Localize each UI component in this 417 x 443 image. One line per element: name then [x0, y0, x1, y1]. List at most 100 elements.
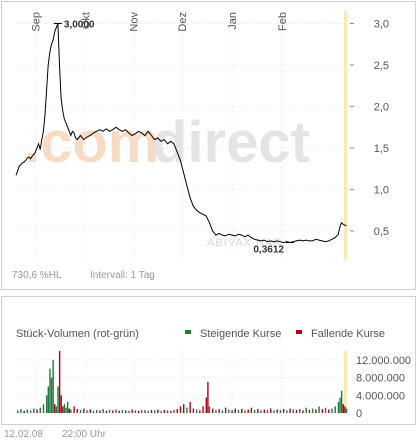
volume-bar — [224, 407, 227, 413]
price-x-tick-label: Feb — [277, 12, 289, 31]
volume-bar — [49, 368, 51, 413]
volume-bar — [270, 408, 272, 413]
volume-bar — [39, 407, 41, 413]
volume-bar — [105, 410, 108, 413]
volume-bar — [150, 409, 153, 413]
volume-bar — [166, 410, 169, 413]
volume-bar — [73, 406, 75, 413]
volume-bar — [92, 410, 95, 413]
volume-bar — [260, 410, 262, 413]
volume-bar — [47, 386, 50, 413]
volume-bar — [212, 408, 214, 413]
volume-bar — [339, 397, 341, 413]
volume-bar — [302, 410, 304, 413]
watermark-brand-right: direct — [152, 110, 310, 175]
volume-bar — [250, 407, 253, 413]
volume-bar — [141, 409, 143, 413]
volume-y-axis: 12.000.000 8.000.000 4.000.000 0 — [356, 355, 411, 420]
price-y-tick-label: 2,0 — [374, 101, 389, 113]
volume-bar — [66, 401, 69, 413]
volume-bar — [305, 407, 307, 413]
price-line — [15, 23, 347, 244]
volume-bar — [183, 404, 185, 413]
volume-y-tick-label: 12.000.000 — [356, 355, 411, 367]
volume-bar — [102, 409, 104, 413]
volume-bar — [345, 408, 348, 413]
low-label: 0,3612 — [253, 244, 284, 255]
volume-bar — [334, 406, 336, 413]
volume-bar — [241, 409, 243, 413]
volume-bar — [124, 410, 127, 413]
volume-bar — [63, 404, 66, 413]
volume-bar — [54, 404, 56, 413]
price-x-axis: Sep Okt Nov Dez Jan Feb — [30, 12, 289, 32]
volume-bar — [315, 409, 317, 413]
price-y-tick-label: 1,5 — [374, 143, 389, 155]
legend-down-label: Fallende Kurse — [311, 328, 385, 340]
volume-bar — [42, 404, 45, 413]
volume-bar — [199, 410, 201, 413]
volume-bar — [55, 406, 58, 413]
price-x-tick-label: Jan — [227, 12, 239, 30]
price-x-tick-label: Nov — [129, 12, 141, 32]
volume-y-tick-label: 8.000.000 — [356, 373, 405, 385]
volume-bar — [299, 409, 301, 413]
volume-bar — [228, 409, 230, 413]
volume-y-tick-label: 4.000.000 — [356, 390, 405, 402]
volume-bar — [295, 409, 298, 413]
volume-bar — [95, 409, 98, 413]
volume-bar — [308, 409, 311, 413]
volume-bar — [108, 409, 111, 413]
volume-bar — [337, 401, 340, 413]
volume-bar — [279, 409, 282, 413]
current-period-highlight — [343, 11, 347, 260]
volume-bar — [70, 409, 72, 413]
price-chart-panel: .com direct ABIVAX NAR Sep Okt Nov Dez Jan Fe… — [1, 1, 416, 290]
volume-bar — [99, 410, 101, 413]
volume-bar — [128, 410, 130, 413]
volume-bar — [134, 410, 137, 413]
volume-bar — [154, 410, 156, 413]
volume-bar — [324, 407, 327, 413]
volume-y-tick-label: 0 — [356, 408, 362, 420]
volume-bar — [247, 409, 249, 413]
volume-bar — [208, 406, 211, 413]
volume-bar — [195, 409, 198, 413]
volume-bar — [50, 377, 53, 413]
volume-bar — [189, 401, 191, 413]
volume-bar — [157, 409, 159, 413]
volume-bar — [65, 407, 67, 413]
volume-bar — [215, 409, 217, 413]
volume-bar — [344, 406, 346, 413]
volume-bar — [121, 409, 124, 413]
volume-bar — [112, 410, 114, 413]
price-x-tick-label: Sep — [30, 12, 42, 32]
volume-bar — [33, 408, 35, 413]
footer-date: 12.02.08 — [4, 429, 43, 440]
volume-bar — [218, 409, 220, 413]
volume-bar — [328, 409, 330, 413]
price-y-axis: 3,0 2,5 2,0 1,5 1,0 0,5 — [350, 18, 389, 238]
volume-bar — [257, 409, 259, 413]
volume-bar — [276, 409, 278, 413]
interval-info: Intervall: 1 Tag — [90, 270, 155, 281]
volume-bar — [321, 409, 324, 413]
volume-bar — [160, 410, 162, 413]
volume-bar — [253, 409, 256, 413]
volume-bar — [79, 409, 82, 413]
volume-bar — [137, 410, 140, 413]
price-x-tick-label: Dez — [177, 12, 189, 32]
volume-bar — [186, 407, 188, 413]
price-x-tick-label: Okt — [80, 12, 92, 29]
volume-bar — [20, 409, 22, 413]
volume-bar — [29, 410, 32, 413]
volume-bar — [57, 386, 59, 413]
volume-bar — [36, 409, 38, 413]
volume-bar — [244, 410, 246, 413]
volume-current-period-highlight — [343, 351, 347, 413]
volume-bar — [273, 410, 275, 413]
volume-bar — [46, 395, 48, 413]
volume-title: Stück-Volumen (rot-grün) — [16, 328, 139, 340]
volume-bar — [205, 397, 207, 413]
legend-down-swatch — [296, 330, 302, 334]
